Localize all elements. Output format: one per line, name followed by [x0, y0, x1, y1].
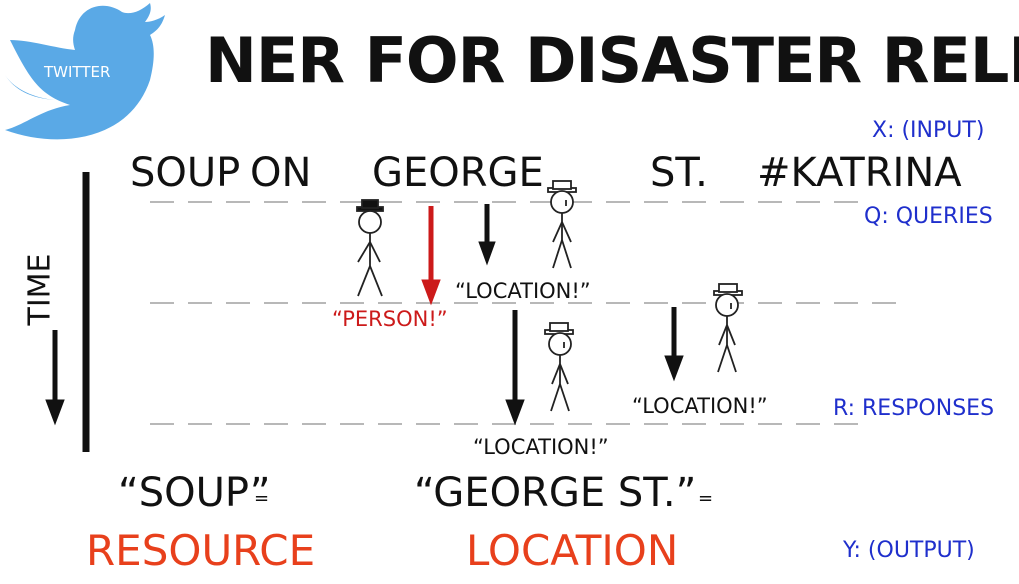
query-arrow-3 [664, 307, 684, 382]
red-query-arrow [421, 206, 441, 306]
stick-figure-1 [356, 199, 384, 297]
token-george: GEORGE [372, 150, 544, 196]
stick-figure-3 [544, 322, 574, 412]
stick-figures [356, 180, 743, 412]
output-eq-1: = [254, 488, 270, 509]
twitter-logo-text: TWITTER [44, 63, 111, 81]
input-label: X: (INPUT) [872, 118, 985, 143]
time-axis [45, 172, 90, 452]
twitter-bird-icon [5, 3, 165, 140]
token-soup: SOUP [130, 150, 241, 196]
stick-figure-2 [547, 180, 577, 269]
callout-location-1: “LOCATION!” [455, 279, 591, 303]
time-label: TIME [22, 253, 58, 326]
queries-label: Q: QUERIES [864, 204, 993, 229]
token-st: ST. [650, 150, 708, 196]
stick-figure-4 [713, 283, 743, 373]
output-label: Y: (OUTPUT) [843, 538, 975, 563]
output-phrase-george-st: “GEORGE ST.” [414, 470, 697, 516]
output-type-location: LOCATION [466, 526, 679, 575]
time-label-wrap: TIME [23, 248, 70, 328]
output-phrase-soup: “SOUP” [118, 470, 271, 516]
page-title: NER FOR DISASTER RELIEF [205, 24, 1019, 97]
query-arrows [421, 204, 684, 426]
output-type-resource: RESOURCE [86, 526, 316, 575]
output-eq-2: = [698, 488, 714, 509]
token-katrina: #KATRINA [757, 150, 962, 196]
timeline-rows [150, 201, 900, 425]
responses-label: R: RESPONSES [833, 396, 995, 421]
callout-person: “PERSON!” [332, 307, 448, 331]
token-on: ON [250, 150, 312, 196]
callout-location-2: “LOCATION!” [473, 435, 609, 459]
query-arrow-2 [505, 310, 525, 426]
callout-location-3: “LOCATION!” [632, 394, 768, 418]
query-arrow-1 [478, 204, 496, 266]
